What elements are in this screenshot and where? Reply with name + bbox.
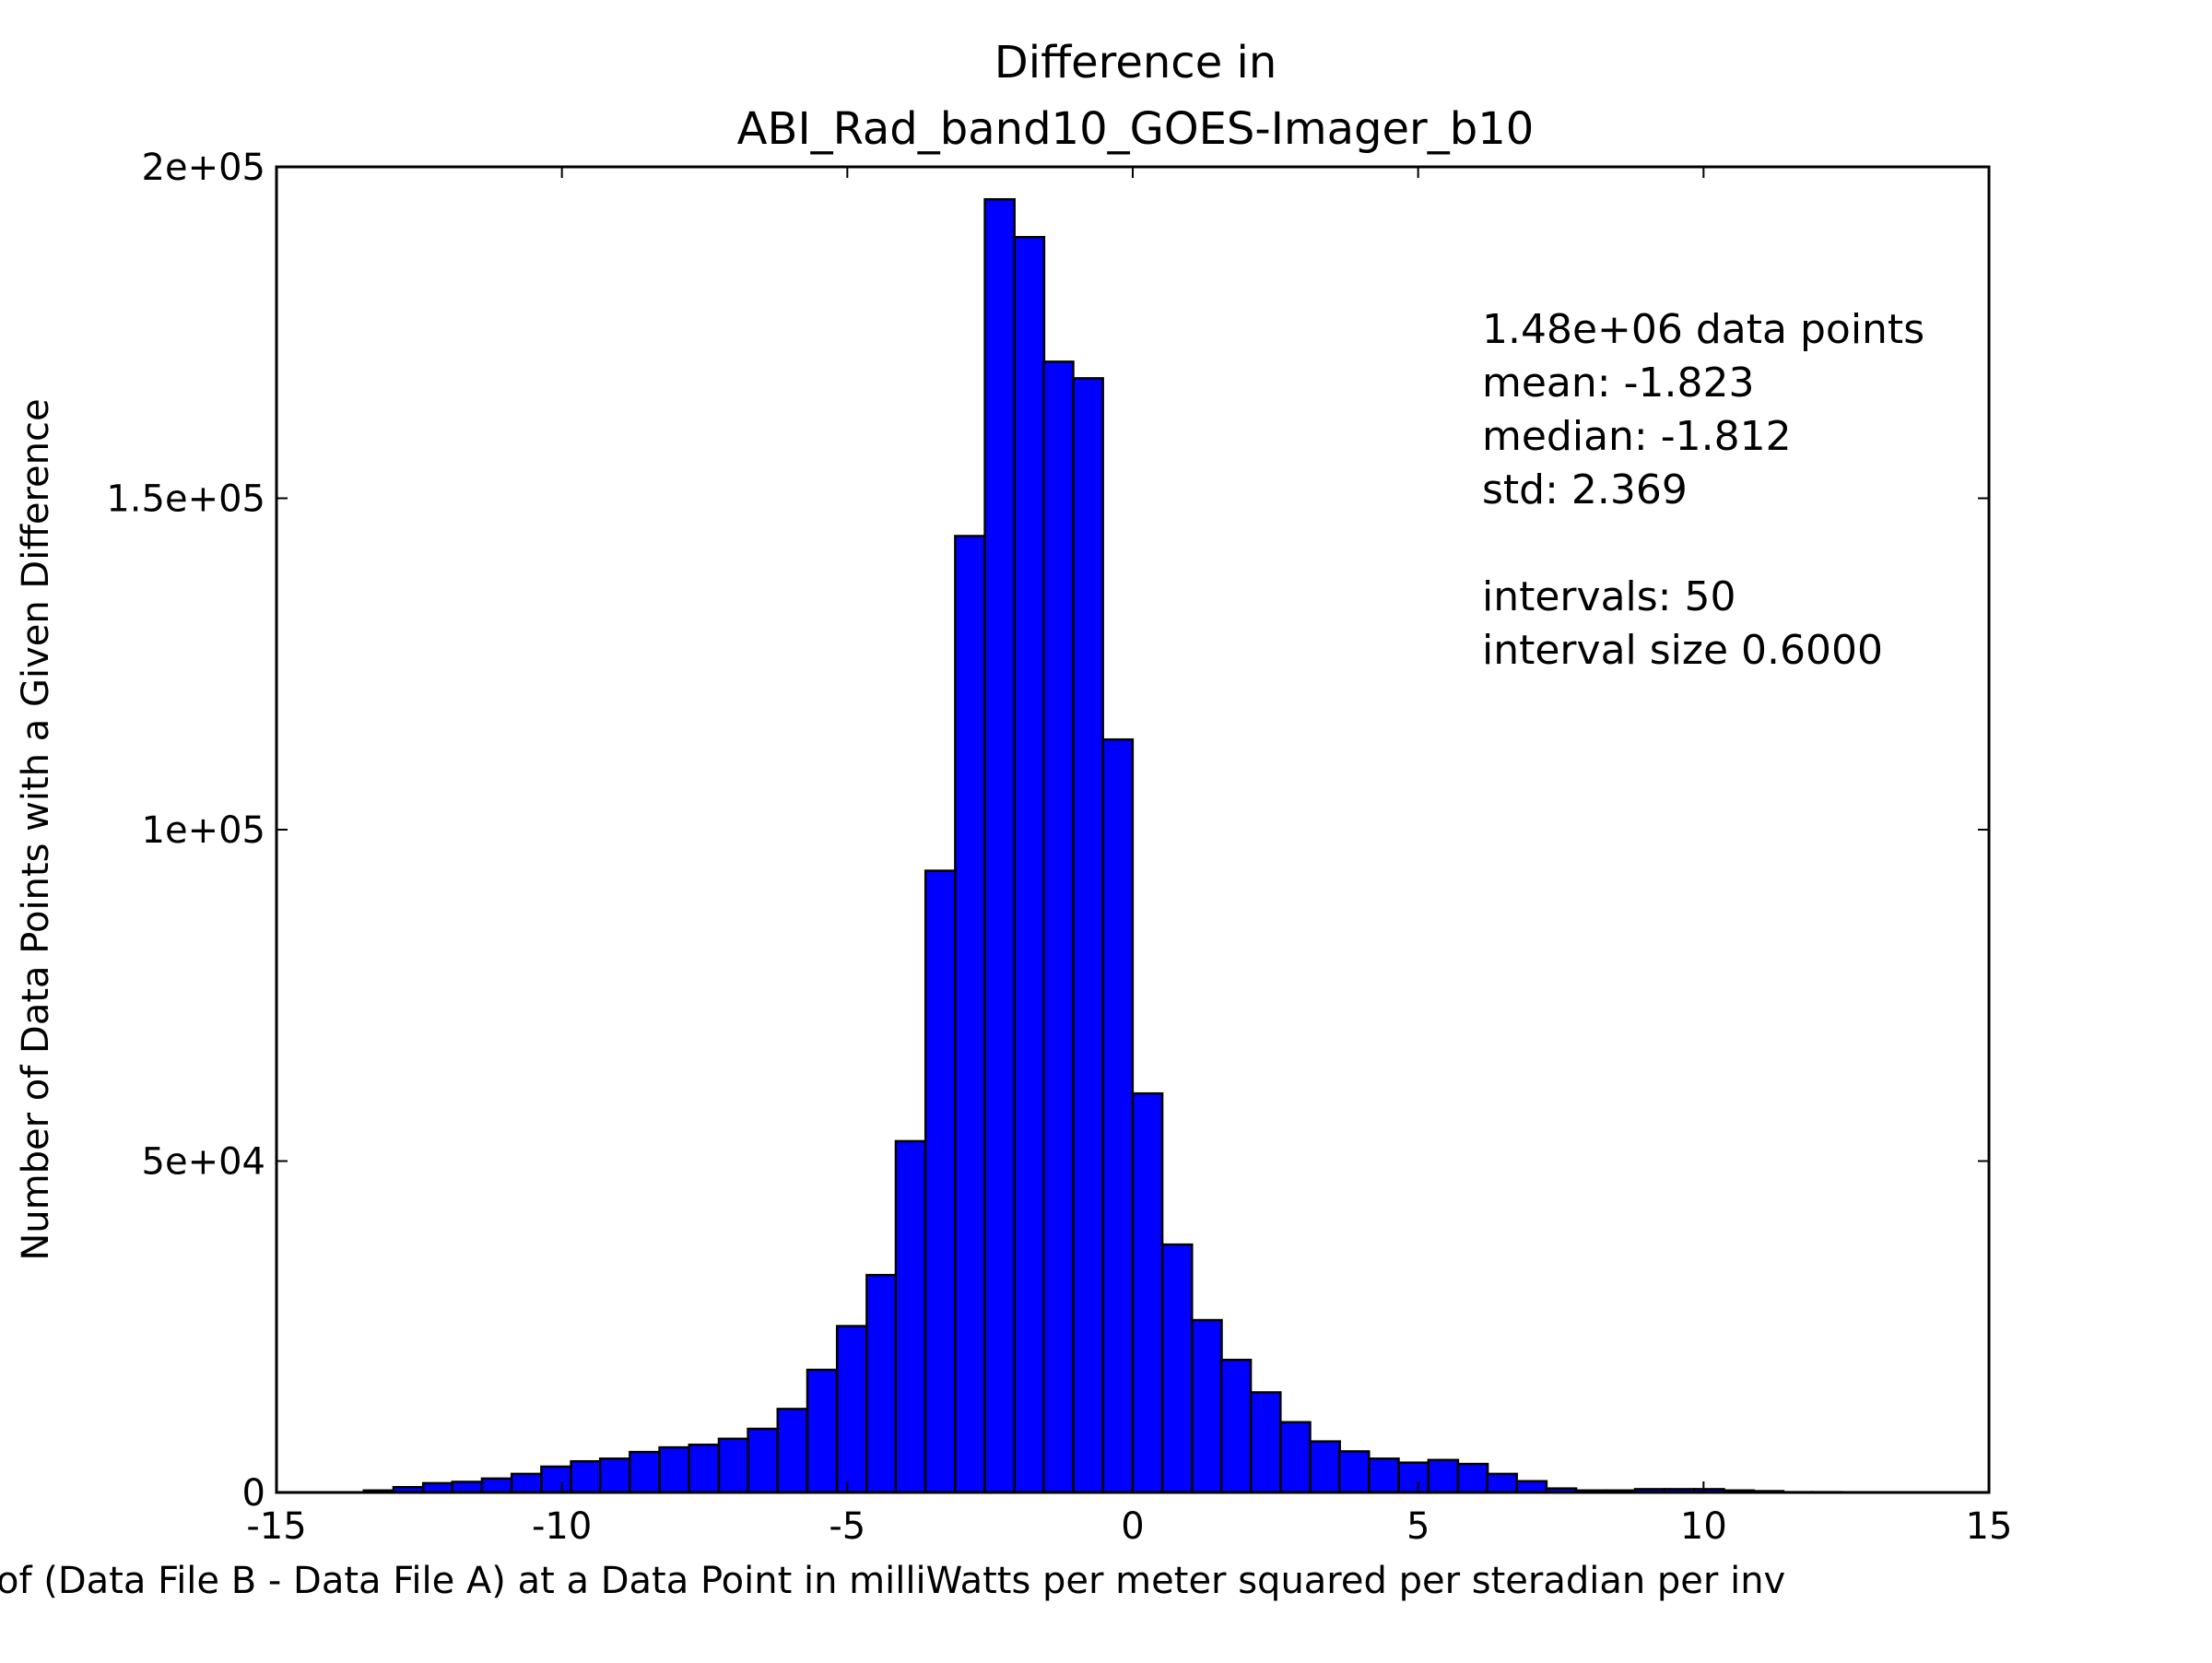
histogram-bar [1162,1244,1192,1492]
histogram-bar [482,1479,512,1492]
x-tick-label: 15 [1966,1505,2013,1548]
chart-title-line-2: ABI_Rad_band10_GOES-Imager_b10 [737,103,1535,155]
histogram-bar [1251,1392,1280,1492]
y-tick-label: 2e+05 [142,147,265,189]
x-tick-label: 5 [1406,1505,1430,1548]
histogram-bar [629,1452,659,1492]
histogram-bar [453,1481,482,1492]
x-tick-label: 0 [1121,1505,1144,1548]
histogram-bar [748,1429,778,1492]
histogram-bar [1517,1481,1547,1492]
histogram-bar [925,871,955,1492]
histogram-bar [571,1461,601,1492]
histogram-bar [1015,237,1044,1492]
stats-line: intervals: 50 [1482,573,1735,620]
histogram-bar [423,1483,453,1492]
x-tick-label: -10 [532,1505,592,1548]
histogram-bar [1192,1320,1221,1492]
histogram-bar [1311,1442,1340,1492]
x-tick-label: -5 [829,1505,865,1548]
chart-title-line-1: Difference in [994,37,1277,88]
stats-line: interval size 0.6000 [1482,627,1883,674]
y-tick-label: 0 [242,1472,265,1515]
histogram-bar [985,199,1015,1492]
histogram-bar [512,1474,541,1492]
histogram-bar [1458,1464,1488,1492]
stats-line: std: 2.369 [1482,466,1688,513]
histogram-bar [1399,1463,1429,1492]
histogram-bar [1339,1451,1369,1492]
histogram-bar [541,1467,571,1492]
histogram-bar [660,1447,689,1492]
histogram-bar [1043,361,1073,1492]
histogram-bar [778,1409,807,1492]
stats-annotation: 1.48e+06 data points mean: -1.823 median: … [1482,306,1924,674]
histogram-bar [1429,1460,1458,1492]
histogram-bar [1280,1422,1310,1492]
histogram-bar [807,1370,837,1492]
histogram-bar [719,1439,748,1492]
y-axis-label: Number of Data Points with a Given Diffe… [15,398,57,1260]
y-tick-label: 1e+05 [142,809,265,852]
x-tick-label: 10 [1680,1505,1727,1548]
histogram-bar [1221,1360,1251,1492]
histogram-bar [1369,1458,1398,1492]
y-tick-label: 1.5e+05 [106,478,265,521]
histogram-bar [866,1275,896,1492]
stats-line: mean: -1.823 [1482,360,1754,407]
histogram-bar [689,1445,719,1492]
histogram-bar [1103,739,1133,1492]
histogram-bar [1488,1474,1517,1492]
histogram-bar [955,536,984,1492]
y-tick-label: 5e+04 [142,1141,265,1184]
x-axis-label: of (Data File B - Data File A) at a Data… [0,1560,1785,1602]
stats-line: median: -1.812 [1482,413,1792,460]
histogram-bar [1074,378,1103,1492]
histogram-bar [1133,1093,1162,1492]
histogram-bar [600,1458,629,1492]
stats-line: 1.48e+06 data points [1482,306,1924,353]
histogram-bar [837,1327,866,1492]
histogram-bar [896,1141,925,1492]
